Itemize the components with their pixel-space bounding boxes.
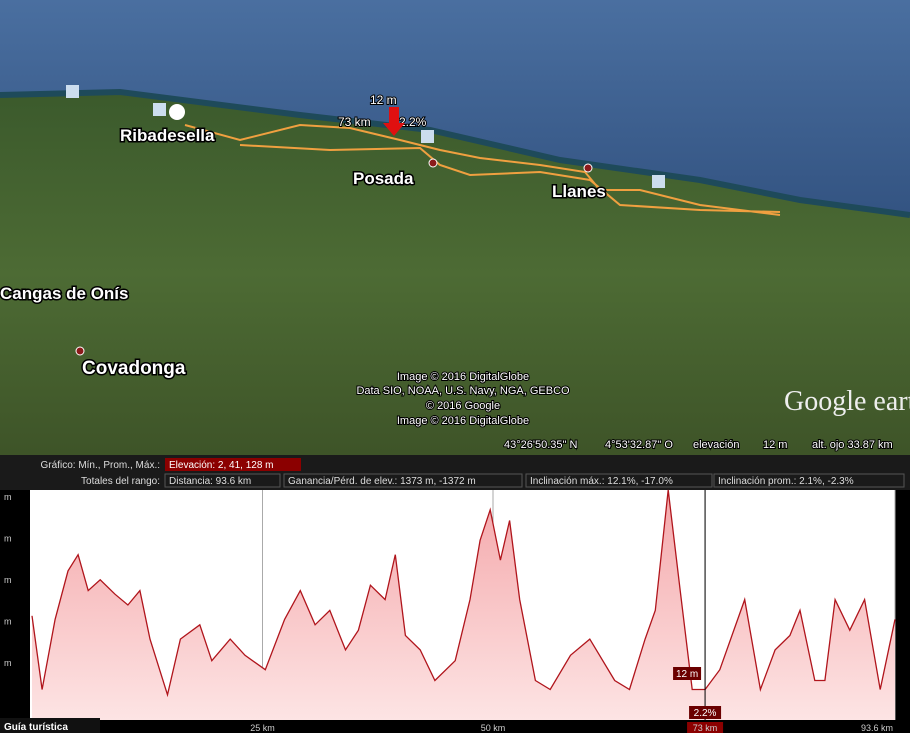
icon[interactable]: [652, 175, 665, 188]
attribution: Data SIO, NOAA, U.S. Navy, NGA, GEBCO: [356, 385, 570, 397]
icon[interactable]: [421, 130, 434, 143]
header-bg: [0, 455, 910, 490]
header-value: Distancia: 93.6 km: [169, 476, 251, 487]
logo-clip: Google earth: [784, 386, 910, 417]
elevation-profile[interactable]: 25 km 50 km 73 km 93.6 km m m m m m 12 m 2.2%: [4, 489, 896, 733]
y-unit-label: m: [4, 575, 12, 585]
status-lon: 4°53'32.87" O: [605, 439, 673, 451]
header-value: Elevación: 2, 41, 128 m: [169, 460, 274, 471]
place-label: Ribadesella: [120, 126, 215, 145]
icon[interactable]: [153, 103, 166, 116]
attribution: Image © 2016 DigitalGlobe: [397, 415, 529, 427]
cursor-arrow: [383, 107, 405, 136]
coast: [0, 88, 910, 218]
header-value: Ganancia/Pérd. de elev.: 1373 m, -1372 m: [288, 476, 476, 487]
place-label: Posada: [353, 169, 414, 188]
attribution: © 2016 Google: [426, 400, 500, 412]
status-lat: 43°26'50.35" N: [504, 439, 577, 451]
attribution: Image © 2016 DigitalGlobe: [397, 371, 529, 383]
header-value: Inclinación prom.: 2.1%, -2.3%: [718, 476, 854, 487]
tick-highlight: [687, 722, 724, 733]
place-label: Llanes: [552, 182, 606, 201]
cursor-elevation: 12 m: [370, 93, 397, 107]
annotation-box: [673, 667, 702, 680]
y-unit-label: m: [4, 534, 12, 544]
tab[interactable]: [0, 718, 100, 733]
area-line: [31, 489, 896, 698]
area-fill: [32, 490, 895, 720]
header-cell[interactable]: [713, 473, 905, 488]
header-cell[interactable]: [165, 458, 301, 471]
x-tick-label: 73 km: [693, 723, 718, 733]
y-unit-label: m: [4, 658, 12, 668]
status-elevation: 12 m: [763, 439, 787, 451]
map-view[interactable]: Ribadesella Posada Llanes Cangas de Onís…: [0, 0, 910, 455]
bike-icon[interactable]: [169, 104, 185, 120]
place-dot: [428, 158, 438, 168]
header-cell[interactable]: [164, 473, 281, 488]
header-value: Inclinación máx.: 12.1%, -17.0%: [530, 476, 673, 487]
track: [184, 123, 781, 216]
x-tick-label: 50 km: [481, 723, 506, 733]
cursor-slope: 2.2%: [399, 115, 427, 129]
x-tick-label: 25 km: [250, 723, 275, 733]
status-eye-alt: alt. ojo 33.87 km: [812, 439, 893, 451]
land: [0, 92, 910, 455]
y-unit-label: m: [4, 617, 12, 627]
profile-header: Gráfico: Mín., Prom., Máx.: Elevación: 2…: [0, 455, 910, 490]
annotation-box: [689, 706, 722, 719]
header-label: Totales del rango:: [81, 476, 160, 487]
logo: Google earth: [784, 386, 910, 417]
header-label: Gráfico: Mín., Prom., Máx.:: [41, 460, 160, 471]
status-elevation-label: elevación: [693, 439, 739, 451]
place-dot: [583, 163, 593, 173]
icon[interactable]: [66, 85, 79, 98]
annotation: 12 m: [676, 669, 698, 680]
annotation: 2.2%: [694, 708, 717, 719]
place-label: Covadonga: [82, 358, 186, 379]
header-cell[interactable]: [525, 473, 713, 488]
tab-label: Guía turística: [4, 722, 68, 733]
place-dot: [75, 346, 85, 356]
y-unit-label: m: [4, 492, 12, 502]
place-label: Cangas de Onís: [0, 284, 128, 303]
cursor-distance: 73 km: [338, 115, 371, 129]
header-cell[interactable]: [283, 473, 523, 488]
x-tick-label: 93.6 km: [861, 723, 893, 733]
